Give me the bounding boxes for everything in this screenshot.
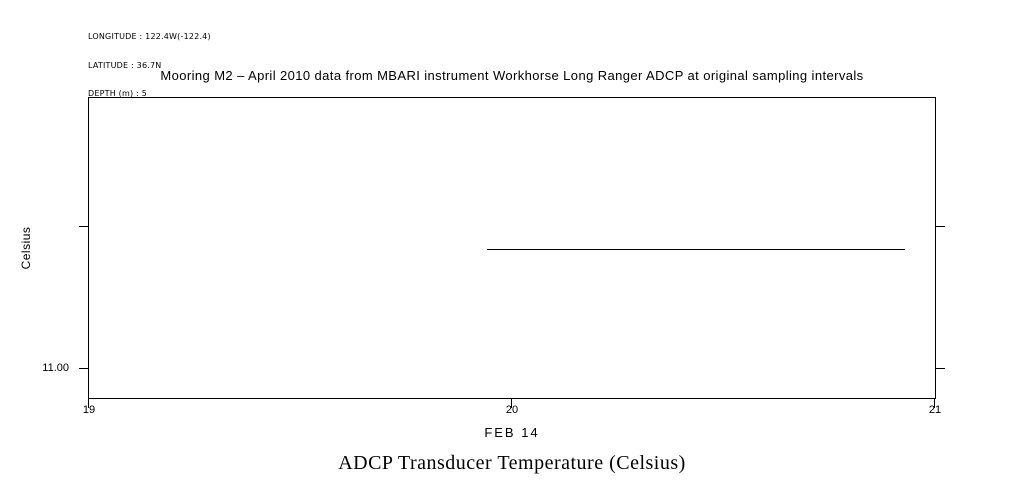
y-axis-label: Celsius	[19, 226, 33, 270]
y-tick-left	[79, 368, 89, 369]
y-tick-label: 11.00	[42, 362, 69, 374]
x-tick-label: 21	[928, 404, 942, 416]
x-tick	[88, 398, 89, 408]
temperature-data-line	[487, 249, 905, 250]
meta-depth: DEPTH (m) : 5	[88, 89, 147, 98]
meta-longitude: LONGITUDE : 122.4W(-122.4)	[88, 32, 211, 41]
chart-title: Mooring M2 – April 2010 data from MBARI …	[160, 68, 864, 83]
x-axis-label: FEB 14	[484, 425, 540, 440]
y-tick-right	[935, 368, 945, 369]
x-tick-label: 20	[505, 404, 519, 416]
meta-latitude: LATITUDE : 36.7N	[88, 60, 162, 70]
x-tick	[511, 398, 512, 408]
x-tick-label: 19	[82, 404, 96, 416]
y-tick-right	[935, 226, 945, 227]
x-tick	[934, 398, 935, 408]
y-tick-left	[79, 226, 89, 227]
figure-title: ADCP Transducer Temperature (Celsius)	[338, 452, 686, 474]
plot-area: 11.00 19 20 21	[42, 97, 945, 416]
